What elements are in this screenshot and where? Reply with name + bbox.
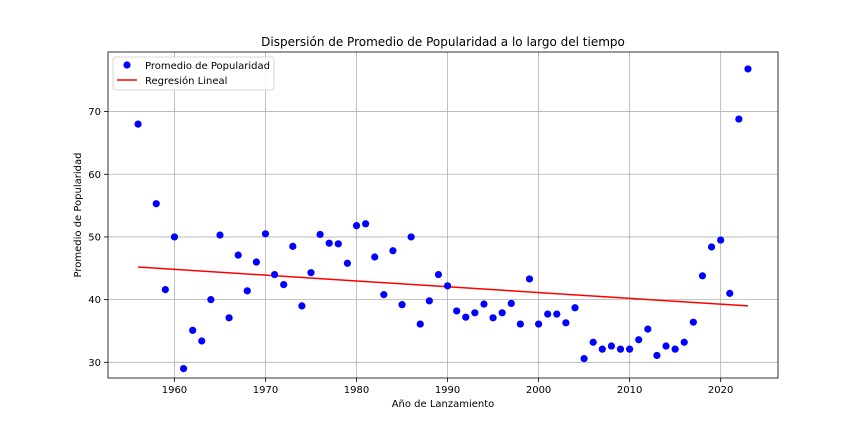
data-point bbox=[325, 239, 333, 247]
x-axis-ticks: 1960 1970 1980 1990 2000 2010 2020 bbox=[162, 378, 733, 396]
data-point bbox=[607, 342, 616, 350]
data-point bbox=[598, 345, 606, 353]
data-point bbox=[553, 310, 561, 318]
x-tick-label: 2020 bbox=[708, 385, 733, 396]
data-point bbox=[571, 304, 579, 312]
legend: Promedio de Popularidad Regresión Lineal bbox=[112, 56, 275, 91]
x-tick-label: 2000 bbox=[526, 385, 551, 396]
data-point bbox=[671, 345, 679, 353]
data-point bbox=[234, 251, 242, 259]
data-point bbox=[343, 259, 352, 267]
x-tick-label: 1980 bbox=[344, 385, 369, 396]
y-tick-label: 70 bbox=[88, 107, 101, 118]
data-point bbox=[298, 302, 306, 310]
data-point bbox=[471, 309, 479, 317]
chart-title: Dispersión de Promedio de Popularidad a … bbox=[261, 35, 625, 49]
data-point bbox=[525, 275, 534, 283]
data-point bbox=[534, 320, 543, 328]
legend-label-scatter: Promedio de Popularidad bbox=[145, 61, 270, 72]
data-point bbox=[152, 200, 160, 208]
data-point bbox=[580, 354, 588, 363]
data-point bbox=[334, 240, 342, 248]
y-tick-label: 60 bbox=[88, 170, 101, 181]
data-point bbox=[453, 307, 461, 315]
data-point bbox=[507, 299, 515, 307]
data-point bbox=[407, 233, 415, 241]
data-point bbox=[698, 272, 707, 280]
data-point bbox=[443, 282, 452, 290]
y-tick-label: 30 bbox=[88, 358, 101, 369]
data-point bbox=[689, 318, 697, 326]
data-point bbox=[744, 65, 752, 73]
plot-frame bbox=[107, 51, 779, 379]
data-point bbox=[489, 314, 497, 322]
y-axis-label: Promedio de Popularidad bbox=[73, 153, 84, 278]
data-point bbox=[653, 351, 661, 360]
data-point bbox=[207, 296, 215, 304]
x-axis-label: Año de Lanzamiento bbox=[392, 399, 495, 410]
data-point bbox=[398, 301, 406, 309]
data-point bbox=[289, 242, 297, 250]
data-point bbox=[635, 336, 643, 344]
x-tick-label: 1970 bbox=[253, 385, 278, 396]
y-axis-ticks: 30 40 50 60 70 bbox=[88, 107, 108, 369]
data-point bbox=[616, 345, 625, 353]
legend-box bbox=[112, 56, 275, 91]
data-point bbox=[189, 326, 197, 334]
legend-label-line: Regresión Lineal bbox=[145, 75, 227, 87]
data-point bbox=[280, 280, 288, 289]
data-point bbox=[680, 338, 688, 346]
data-point bbox=[662, 342, 670, 350]
scatter-points bbox=[134, 65, 752, 373]
y-tick-label: 50 bbox=[88, 232, 101, 243]
data-point bbox=[498, 309, 506, 317]
y-tick-label: 40 bbox=[88, 295, 101, 306]
data-point bbox=[626, 345, 634, 353]
data-point bbox=[717, 236, 725, 244]
data-point bbox=[170, 233, 179, 241]
data-point bbox=[352, 222, 361, 230]
data-point bbox=[134, 120, 142, 128]
data-point bbox=[252, 258, 260, 266]
data-point bbox=[480, 300, 488, 308]
grid bbox=[108, 52, 778, 378]
legend-marker-scatter bbox=[123, 61, 131, 69]
x-tick-label: 1990 bbox=[435, 385, 460, 396]
data-point bbox=[216, 231, 224, 239]
regression-line bbox=[137, 266, 749, 307]
data-point bbox=[389, 247, 397, 255]
data-point bbox=[589, 338, 597, 346]
data-point bbox=[179, 364, 188, 373]
data-point bbox=[726, 289, 734, 297]
data-point bbox=[225, 314, 233, 322]
data-point bbox=[161, 286, 169, 294]
data-point bbox=[544, 310, 552, 318]
data-point bbox=[644, 325, 652, 333]
data-point bbox=[425, 297, 433, 305]
data-point bbox=[707, 243, 716, 251]
data-point bbox=[198, 337, 206, 345]
data-point bbox=[380, 291, 388, 299]
data-point bbox=[243, 287, 251, 295]
data-point bbox=[316, 230, 324, 239]
data-point bbox=[371, 253, 379, 261]
data-point bbox=[735, 115, 743, 123]
regression-line-layer bbox=[137, 266, 749, 307]
data-point bbox=[434, 270, 443, 279]
data-point bbox=[261, 230, 270, 238]
data-point bbox=[270, 270, 279, 279]
data-point bbox=[562, 319, 570, 327]
data-point bbox=[516, 320, 524, 328]
data-point bbox=[307, 269, 315, 277]
x-tick-label: 2010 bbox=[617, 385, 642, 396]
data-point bbox=[416, 320, 424, 328]
data-point bbox=[362, 220, 370, 228]
x-tick-label: 1960 bbox=[162, 385, 187, 396]
data-point bbox=[462, 313, 470, 321]
